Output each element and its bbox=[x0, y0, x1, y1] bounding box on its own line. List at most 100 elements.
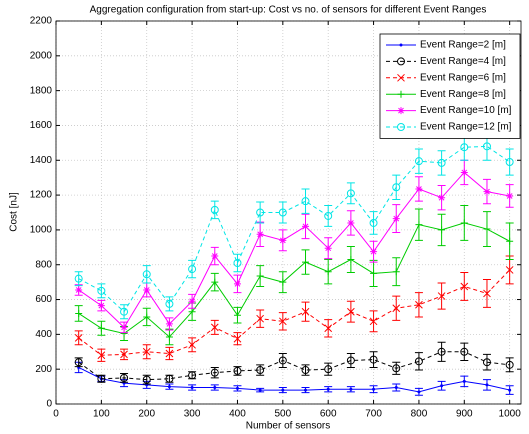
legend-label: Event Range=2 [m] bbox=[420, 40, 506, 51]
marker bbox=[346, 189, 355, 198]
marker bbox=[508, 388, 512, 392]
marker bbox=[324, 324, 333, 333]
marker bbox=[347, 256, 355, 264]
marker bbox=[233, 366, 242, 375]
marker bbox=[417, 390, 421, 394]
legend-label: Event Range=10 [m] bbox=[420, 105, 512, 116]
y-tick-label: 2000 bbox=[30, 50, 53, 61]
marker bbox=[256, 314, 264, 323]
marker bbox=[256, 366, 265, 375]
error-bar bbox=[437, 341, 446, 362]
error-bar bbox=[120, 373, 129, 383]
marker bbox=[120, 307, 129, 316]
marker bbox=[188, 297, 196, 305]
marker bbox=[256, 208, 265, 217]
legend-marker bbox=[397, 107, 405, 115]
error-bar bbox=[505, 357, 514, 373]
x-axis-label: Number of sensors bbox=[246, 421, 330, 432]
marker bbox=[75, 309, 83, 317]
marker bbox=[505, 360, 514, 369]
marker bbox=[483, 188, 491, 196]
error-bar bbox=[324, 362, 333, 376]
marker bbox=[392, 304, 401, 313]
marker bbox=[460, 282, 469, 291]
marker bbox=[347, 307, 355, 316]
marker bbox=[460, 347, 469, 356]
marker bbox=[324, 365, 333, 374]
marker bbox=[97, 374, 106, 383]
marker bbox=[120, 350, 128, 359]
marker bbox=[233, 334, 242, 343]
error-bar bbox=[142, 265, 151, 284]
y-tick-label: 2200 bbox=[30, 16, 53, 27]
marker bbox=[213, 385, 217, 389]
marker bbox=[506, 192, 514, 200]
marker bbox=[324, 211, 333, 220]
error-bar bbox=[74, 271, 83, 287]
y-tick-label: 1600 bbox=[30, 120, 53, 131]
marker bbox=[414, 357, 423, 366]
marker bbox=[210, 205, 219, 214]
x-tick-label: 800 bbox=[411, 409, 428, 420]
marker bbox=[301, 366, 310, 375]
marker bbox=[460, 143, 469, 152]
y-tick-label: 800 bbox=[35, 259, 52, 270]
marker bbox=[188, 265, 197, 274]
marker bbox=[165, 299, 174, 308]
marker bbox=[347, 219, 355, 227]
marker bbox=[278, 356, 287, 365]
marker bbox=[211, 278, 219, 286]
plot-frame bbox=[55, 20, 522, 405]
marker bbox=[415, 185, 423, 193]
error-bar bbox=[142, 374, 151, 385]
marker bbox=[324, 244, 332, 252]
marker bbox=[97, 351, 106, 360]
x-tick-label: 0 bbox=[53, 409, 59, 420]
marker bbox=[304, 388, 308, 392]
error-bar bbox=[188, 259, 197, 279]
marker bbox=[256, 230, 264, 238]
marker bbox=[394, 385, 398, 389]
error-bar bbox=[165, 296, 174, 312]
error-bar bbox=[346, 353, 355, 368]
error-bar bbox=[233, 366, 242, 376]
marker bbox=[188, 371, 197, 380]
marker bbox=[346, 356, 355, 365]
marker bbox=[142, 347, 151, 356]
marker bbox=[143, 286, 151, 294]
marker bbox=[460, 219, 468, 227]
x-tick-label: 1000 bbox=[499, 409, 522, 420]
y-tick-label: 1800 bbox=[30, 85, 53, 96]
marker bbox=[369, 218, 378, 227]
series-line bbox=[78, 366, 510, 393]
error-bar bbox=[301, 188, 310, 214]
x-tick-label: 400 bbox=[229, 409, 246, 420]
marker bbox=[142, 375, 151, 384]
marker bbox=[485, 383, 489, 387]
marker bbox=[482, 358, 491, 367]
marker bbox=[210, 323, 219, 332]
marker bbox=[74, 274, 83, 283]
marker bbox=[210, 368, 219, 377]
error-bar bbox=[120, 304, 129, 320]
marker bbox=[302, 222, 310, 230]
error-bar bbox=[210, 200, 219, 220]
y-tick-label: 400 bbox=[35, 329, 52, 340]
marker bbox=[505, 158, 514, 167]
error-bar bbox=[233, 253, 242, 273]
x-tick-label: 100 bbox=[93, 409, 110, 420]
marker bbox=[233, 280, 241, 288]
marker bbox=[462, 379, 466, 383]
y-tick-label: 1200 bbox=[30, 190, 53, 201]
marker bbox=[437, 347, 446, 356]
error-bar bbox=[437, 150, 446, 176]
marker bbox=[97, 302, 105, 310]
marker bbox=[165, 349, 174, 358]
error-bar bbox=[482, 353, 491, 371]
legend-label: Event Range=6 [m] bbox=[420, 72, 506, 83]
marker bbox=[506, 237, 514, 245]
marker bbox=[165, 333, 173, 341]
legend-marker bbox=[397, 123, 405, 131]
marker bbox=[414, 157, 423, 166]
